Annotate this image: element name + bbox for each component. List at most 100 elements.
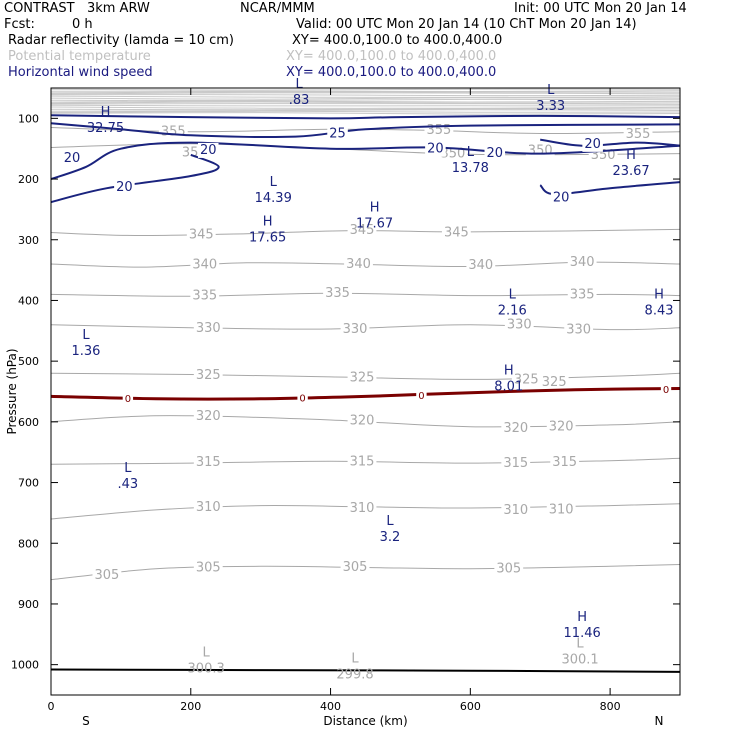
theta-label-310: 310	[350, 501, 375, 516]
reflectivity-line	[50, 101, 681, 104]
x-axis-title: Distance (km)	[323, 714, 407, 728]
theta-label-315-bg	[193, 454, 223, 470]
theta-label-305-bg	[92, 567, 122, 583]
reflectivity-line	[50, 104, 681, 107]
y-tick-label: 300	[18, 234, 39, 247]
extremum-letter: H	[101, 105, 111, 120]
extremum-letter: H	[370, 201, 380, 216]
theta-label-320-bg	[546, 419, 576, 435]
valid-time: Valid: 00 UTC Mon 20 Jan 14 (10 ChT Mon …	[296, 17, 637, 32]
freezing-label-bg	[297, 393, 308, 405]
theta-label-350: 350	[528, 144, 553, 159]
theta-label-310: 310	[196, 500, 221, 515]
theta-label-335: 335	[192, 289, 217, 304]
extremum-value: 17.65	[249, 231, 286, 246]
theta-label-350: 350	[440, 147, 465, 162]
theta-label-340-bg	[190, 257, 220, 273]
theta-label-325: 325	[514, 372, 539, 387]
theta-label-325: 325	[542, 375, 567, 390]
wind-contour-20	[50, 141, 681, 181]
theta-label-340: 340	[192, 258, 217, 273]
wind-label-20: 20	[427, 142, 444, 157]
extremum-letter: H	[626, 148, 636, 163]
theta-label-340: 340	[468, 258, 493, 273]
field3-xy: XY= 400.0,100.0 to 400.0,400.0	[286, 65, 497, 80]
y-tick-label: 100	[18, 112, 39, 125]
wind-label-20-bg	[114, 179, 135, 195]
theta-label-345-bg	[347, 223, 377, 239]
theta-label-345: 345	[189, 227, 214, 242]
theta-label-315-bg	[347, 454, 377, 470]
theta-label-320: 320	[503, 421, 528, 436]
field2-xy: XY= 400.0,100.0 to 400.0,400.0	[286, 49, 497, 64]
theta-label-315: 315	[552, 455, 577, 470]
wind-label-20: 20	[553, 190, 570, 205]
theta-label-320: 320	[350, 414, 375, 429]
theta-contour-315	[50, 457, 681, 465]
theta-contour-320	[50, 415, 681, 428]
theta-label-315: 315	[503, 456, 528, 471]
extremum-value: 300.1	[561, 653, 598, 668]
theta-label-320: 320	[549, 420, 574, 435]
wind-label-20: 20	[116, 180, 133, 195]
theta-label-310-bg	[546, 502, 576, 518]
theta-label-340: 340	[570, 255, 595, 270]
theta-label-330-bg	[564, 322, 594, 338]
reflectivity-line	[50, 110, 681, 113]
x-tick-label: 200	[180, 700, 201, 713]
theta-label-330-bg	[504, 317, 534, 333]
org-label: NCAR/MMM	[240, 1, 315, 16]
freezing-level-contour: 0 0 0 0	[50, 385, 681, 406]
extremum-letter: L	[82, 328, 90, 343]
y-tick-label: 700	[18, 477, 39, 490]
theta-label-330-bg	[340, 321, 370, 337]
x-tick-label: 800	[600, 700, 621, 713]
extremum-value: 3.33	[536, 99, 565, 114]
freezing-label: 0	[299, 394, 305, 405]
reflectivity-line	[50, 90, 681, 93]
wind-label-20-bg	[550, 190, 572, 206]
theta-label-325-bg	[193, 368, 223, 384]
freezing-label-bg	[122, 394, 134, 406]
init-time: Init: 00 UTC Mon 20 Jan 14	[514, 1, 687, 16]
fcst-value: 0 h	[72, 17, 93, 32]
reflectivity-layer	[50, 88, 681, 115]
surface-line	[50, 668, 681, 673]
theta-label-315: 315	[196, 455, 221, 470]
field3-name: Horizontal wind speed	[8, 65, 153, 80]
theta-label-355: 355	[626, 127, 651, 142]
freezing-label-bg	[660, 385, 672, 397]
theta-label-305-bg	[193, 560, 223, 576]
wind-contour-20	[539, 181, 681, 196]
reflectivity-line	[50, 88, 681, 91]
extremum-letter: L	[509, 288, 517, 303]
extremum-value: 2.16	[498, 304, 527, 319]
theta-label-310: 310	[549, 502, 574, 517]
freezing-label: 0	[663, 385, 669, 396]
y-tick-label: 200	[18, 173, 39, 186]
theta-label-310-bg	[193, 499, 223, 515]
theta-label-335: 335	[325, 286, 350, 301]
theta-label-325-bg	[347, 370, 377, 386]
wind-label-20: 20	[584, 137, 601, 152]
wind-label-20: 20	[64, 151, 81, 166]
theta-label-355: 355	[161, 125, 186, 140]
theta-label-345: 345	[444, 225, 469, 240]
extremum-value: 11.46	[564, 626, 601, 641]
extremum-letter: L	[547, 83, 555, 98]
reflectivity-line	[50, 97, 681, 100]
reflectivity-line	[50, 112, 681, 115]
freezing-label-bg	[416, 391, 427, 403]
y-axis-title: Pressure (hPa)	[5, 348, 19, 434]
reflectivity-line	[50, 109, 681, 112]
reflectivity-line	[50, 103, 681, 105]
theta-label-315: 315	[350, 454, 375, 469]
y-tick-label: 900	[18, 598, 39, 611]
theta-label-330-bg	[193, 320, 223, 336]
plot-frame	[50, 87, 681, 696]
x-tick-label: 400	[320, 700, 341, 713]
theta-label-305: 305	[343, 560, 368, 575]
fcst-label: Fcst:	[4, 17, 35, 32]
theta-label-310: 310	[503, 503, 528, 518]
